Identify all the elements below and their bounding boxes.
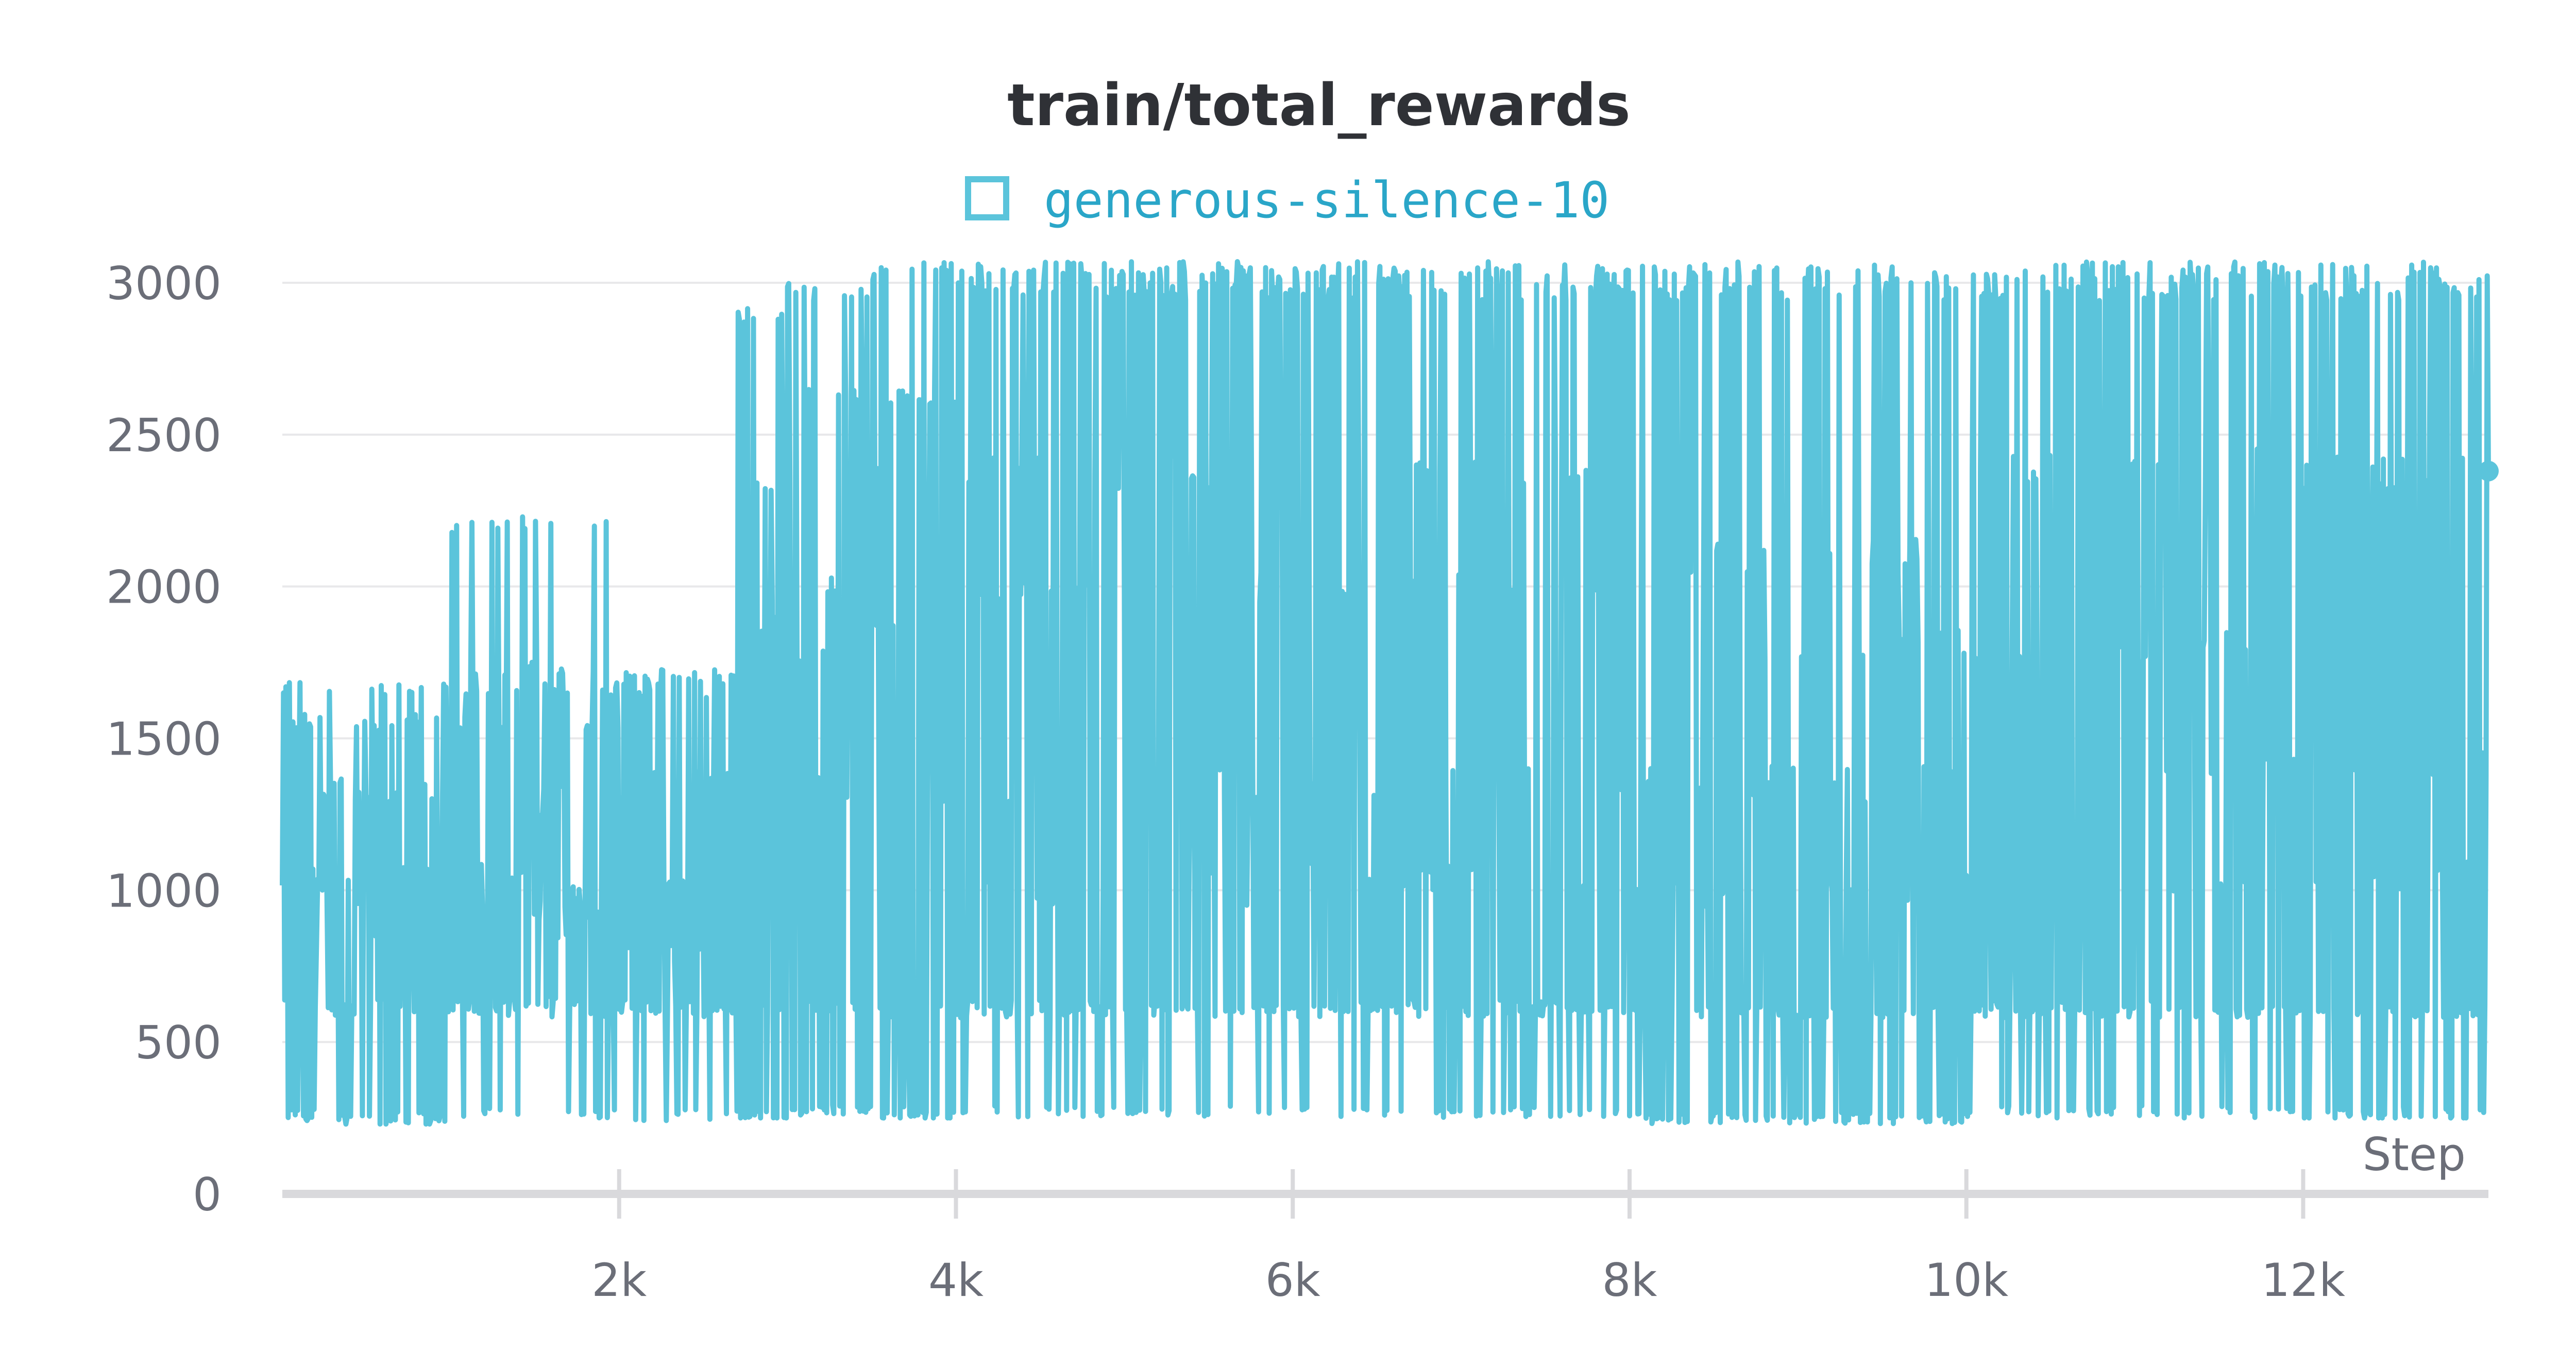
x-axis-label: Step [2363, 1128, 2466, 1181]
y-tick-label-500: 500 [135, 1016, 222, 1069]
y-tick-label-1000: 1000 [106, 864, 222, 917]
legend[interactable]: generous-silence-10 [965, 172, 1609, 229]
legend-label-generous-silence-10: generous-silence-10 [1044, 172, 1609, 229]
x-tick-label-12000: 12k [2261, 1254, 2345, 1307]
x-tick-label-10000: 10k [1924, 1254, 2008, 1307]
series-line-generous-silence-10 [280, 259, 2491, 1127]
x-tick-label-6000: 6k [1265, 1254, 1320, 1307]
y-tick-label-2500: 2500 [106, 409, 222, 462]
y-tick-label-1500: 1500 [106, 713, 222, 766]
x-tick-label-2000: 2k [591, 1254, 647, 1307]
y-tick-label-2000: 2000 [106, 561, 222, 614]
series-endpoint-generous-silence-10[interactable] [2478, 460, 2499, 482]
legend-swatch-generous-silence-10 [965, 176, 1009, 220]
x-tick-label-8000: 8k [1602, 1254, 1657, 1307]
series-layer [280, 259, 2499, 1127]
tick-labels: 0 500 1000 1500 2000 2500 3000 2k 4k 6k 8k 10k 12k [106, 257, 2345, 1307]
chart-title: train/total_rewards [1007, 72, 1631, 139]
y-tick-label-3000: 3000 [106, 257, 222, 310]
axes [282, 1169, 2488, 1219]
y-tick-label-0: 0 [193, 1168, 222, 1221]
x-tick-label-4000: 4k [928, 1254, 984, 1307]
